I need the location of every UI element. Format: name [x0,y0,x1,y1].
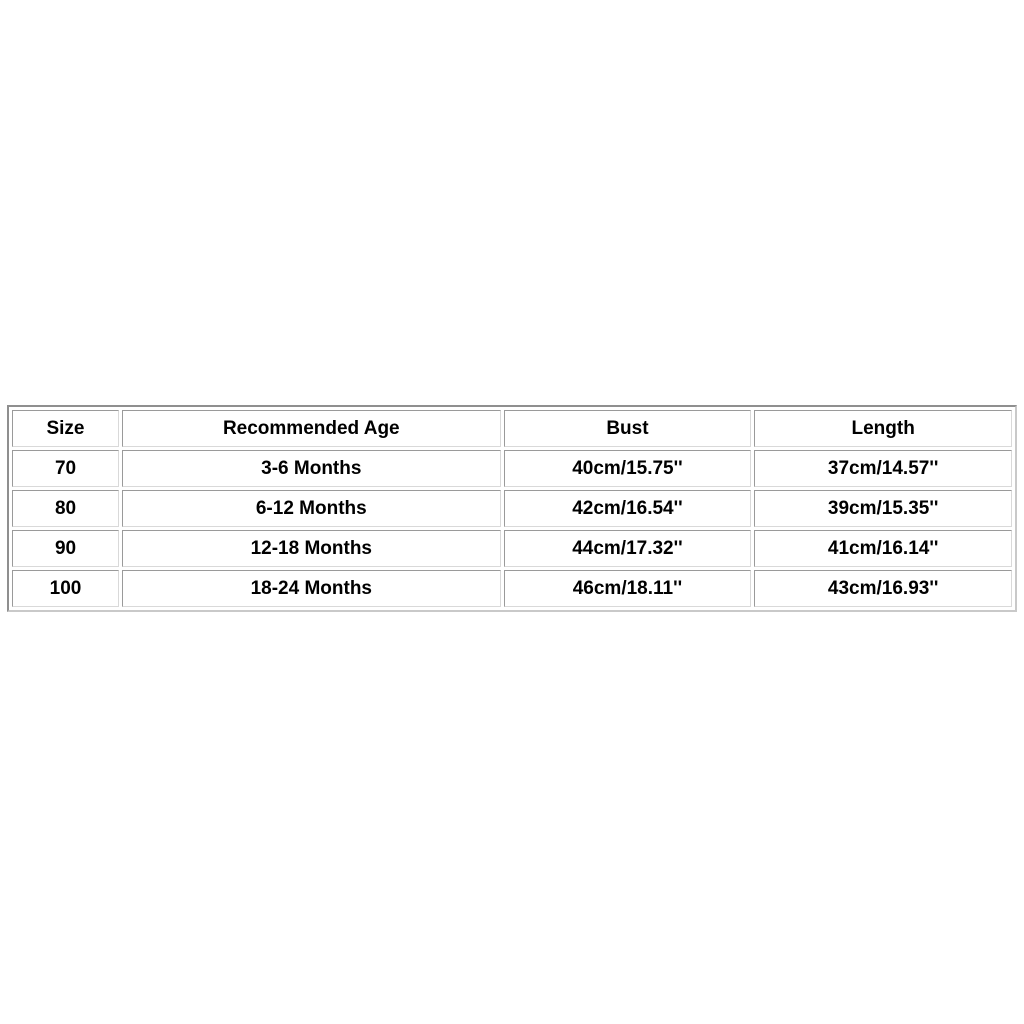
cell-length: 43cm/16.93'' [754,570,1012,607]
column-header-length: Length [754,410,1012,447]
table-row: 90 12-18 Months 44cm/17.32'' 41cm/16.14'… [12,530,1012,567]
size-chart-table: Size Recommended Age Bust Length 70 3-6 … [7,405,1017,612]
cell-bust: 44cm/17.32'' [503,530,752,567]
cell-age: 3-6 Months [122,450,501,487]
cell-size: 80 [12,490,120,527]
cell-bust: 40cm/15.75'' [503,450,752,487]
table-row: 70 3-6 Months 40cm/15.75'' 37cm/14.57'' [12,450,1012,487]
cell-bust: 46cm/18.11'' [503,570,752,607]
table-row: 80 6-12 Months 42cm/16.54'' 39cm/15.35'' [12,490,1012,527]
size-chart: Size Recommended Age Bust Length 70 3-6 … [7,405,1017,612]
cell-length: 41cm/16.14'' [754,530,1012,567]
column-header-bust: Bust [503,410,752,447]
cell-age: 12-18 Months [122,530,501,567]
cell-age: 18-24 Months [122,570,501,607]
table-row: 100 18-24 Months 46cm/18.11'' 43cm/16.93… [12,570,1012,607]
cell-length: 39cm/15.35'' [754,490,1012,527]
cell-bust: 42cm/16.54'' [503,490,752,527]
cell-length: 37cm/14.57'' [754,450,1012,487]
cell-age: 6-12 Months [122,490,501,527]
column-header-size: Size [12,410,120,447]
cell-size: 100 [12,570,120,607]
table-header-row: Size Recommended Age Bust Length [12,410,1012,447]
cell-size: 70 [12,450,120,487]
cell-size: 90 [12,530,120,567]
column-header-age: Recommended Age [122,410,501,447]
